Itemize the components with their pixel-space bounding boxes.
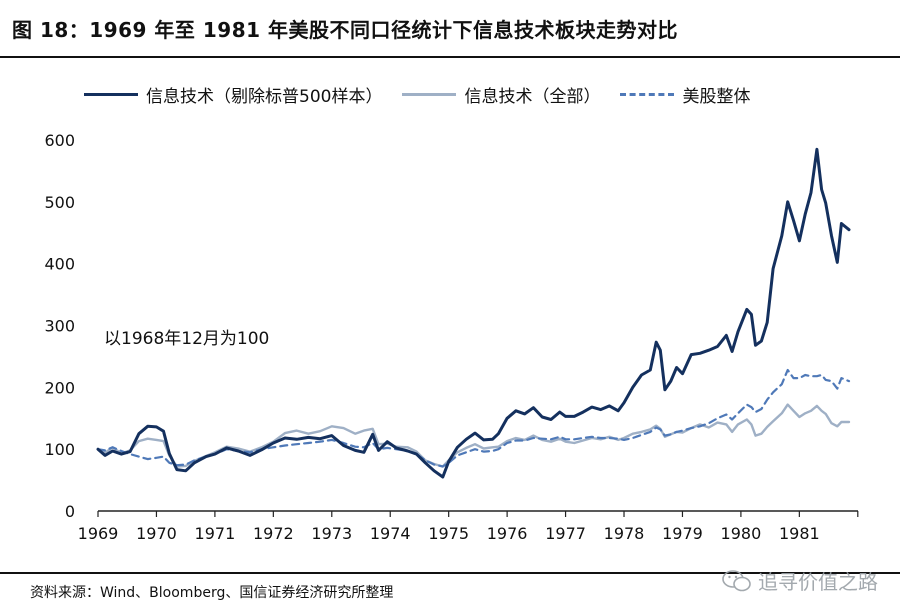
chart-axes: 1969 1970 1971 1972 1973 1974 1975 1976 1977 1978… [44,131,859,543]
y-tick-label: 300 [44,317,75,336]
x-tick-label: 1980 [721,524,762,543]
legend-label-it-all: 信息技术（全部） [464,87,601,107]
series-line-it-all [96,403,851,468]
legend-swatch-it-ex [84,93,138,96]
base-annotation: 以1968年12月为100 [104,329,270,349]
y-tick-label: 400 [44,255,75,274]
x-tick-label: 1976 [487,524,528,543]
legend-swatch-market [620,93,675,96]
y-tick-label: 500 [44,193,75,212]
watermark-text: 追寻价值之路 [758,570,878,594]
figure-title: 图 18：1969 年至 1981 年美股不同口径统计下信息技术板块走势对比 [12,18,679,42]
legend-item-it-all: 信息技术（全部） [402,82,600,107]
x-tick-label: 1974 [370,524,411,543]
source-note: 资料来源：Wind、Bloomberg、国信证券经济研究所整理 [30,585,394,601]
x-tick-label: 1975 [428,524,469,543]
x-tick-label: 1971 [195,524,236,543]
x-tick-label: 1981 [779,524,820,543]
legend-label-market: 美股整体 [682,87,751,107]
series-line-market [96,368,851,468]
legend-item-it-ex: 信息技术（剔除标普500样本） [84,82,382,107]
title-divider [0,56,900,58]
x-tick-label: 1977 [545,524,586,543]
x-tick-label: 1979 [662,524,703,543]
x-tick-label: 1972 [253,524,294,543]
x-tick-label: 1973 [311,524,352,543]
chart-lines [96,147,851,479]
x-tick-label: 1969 [78,524,119,543]
wechat-icon [722,569,751,591]
series-line-it-ex [96,147,851,479]
watermark: 追寻价值之路 [722,566,878,595]
x-tick-label: 1978 [604,524,645,543]
x-tick-label: 1970 [136,524,177,543]
y-tick-label: 200 [44,378,75,397]
legend-item-market: 美股整体 [620,82,750,107]
y-tick-label: 100 [44,440,75,459]
legend-label-it-ex: 信息技术（剔除标普500样本） [146,87,383,107]
footer-divider [0,572,900,574]
y-tick-label: 0 [65,502,75,521]
y-tick-label: 600 [44,131,75,150]
legend-swatch-it-all [402,93,457,96]
chart-legend: 信息技术（剔除标普500样本） 信息技术（全部） 美股整体 [84,82,770,107]
